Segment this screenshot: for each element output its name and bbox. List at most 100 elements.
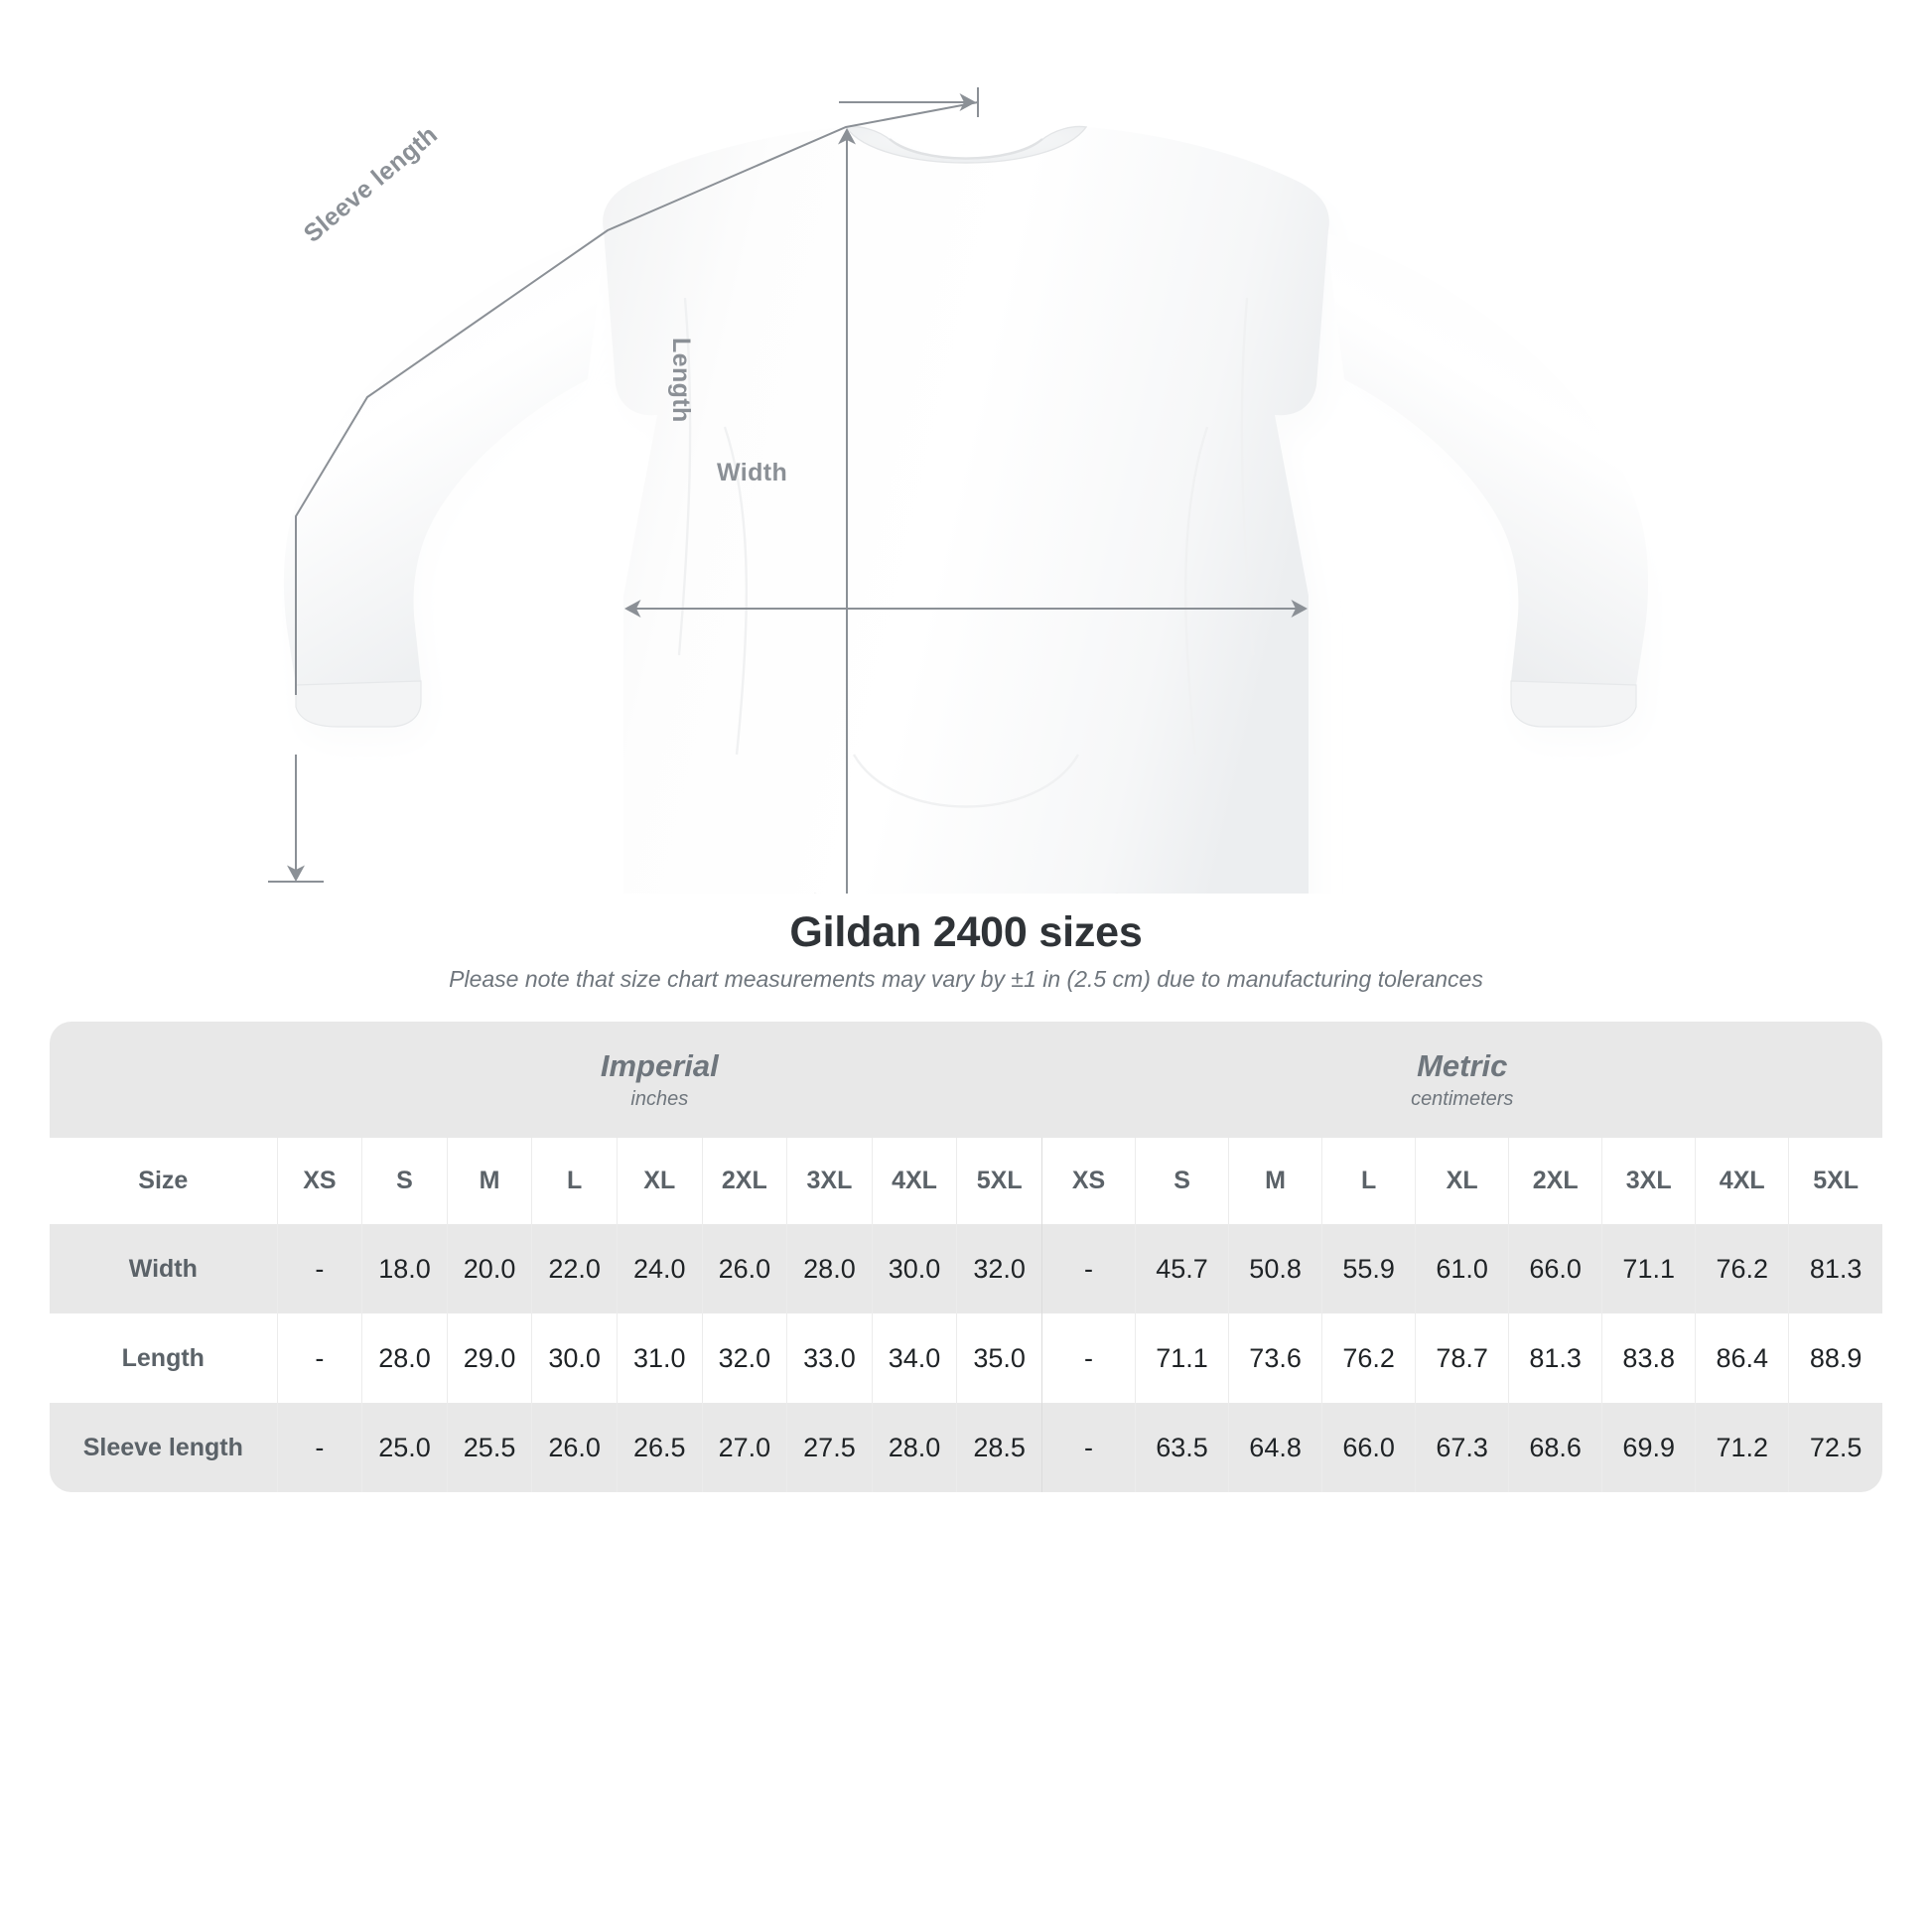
- cell-length-met-xl: 78.7: [1415, 1313, 1509, 1403]
- table-row-width: Width - 18.0 20.0 22.0 24.0 26.0 28.0 30…: [50, 1224, 1882, 1313]
- left-sleeve: [283, 233, 606, 707]
- unit-header-row: Imperial inches Metric centimeters: [50, 1022, 1882, 1138]
- row-label-width: Width: [50, 1224, 278, 1313]
- metric-subtitle: centimeters: [1411, 1088, 1514, 1111]
- unit-header-imperial: Imperial inches: [277, 1022, 1042, 1138]
- cell-length-imp-5xl: 35.0: [956, 1313, 1042, 1403]
- size-header-row: Size XS S M L XL 2XL 3XL 4XL 5XL XS S M …: [50, 1138, 1882, 1224]
- cell-sleeve-met-xs: -: [1040, 1403, 1136, 1492]
- cell-length-met-4xl: 86.4: [1695, 1313, 1789, 1403]
- size-header-imp-xs: XS: [276, 1138, 362, 1224]
- size-header-imp-5xl: 5XL: [956, 1138, 1042, 1224]
- cell-width-met-l: 55.9: [1321, 1224, 1416, 1313]
- cell-length-met-3xl: 83.8: [1601, 1313, 1696, 1403]
- cell-sleeve-imp-xs: -: [276, 1403, 362, 1492]
- collar-rib: [889, 138, 1043, 160]
- size-header-imp-4xl: 4XL: [871, 1138, 957, 1224]
- size-header-met-2xl: 2XL: [1508, 1138, 1602, 1224]
- cell-width-met-4xl: 76.2: [1695, 1224, 1789, 1313]
- size-header-met-m: M: [1228, 1138, 1322, 1224]
- cell-width-imp-s: 18.0: [361, 1224, 448, 1313]
- cell-sleeve-met-s: 63.5: [1135, 1403, 1229, 1492]
- size-header-met-s: S: [1135, 1138, 1229, 1224]
- table-row-length: Length - 28.0 29.0 30.0 31.0 32.0 33.0 3…: [50, 1313, 1882, 1403]
- cell-width-imp-2xl: 26.0: [701, 1224, 787, 1313]
- cell-length-met-s: 71.1: [1135, 1313, 1229, 1403]
- size-header-imp-l: L: [531, 1138, 618, 1224]
- cell-sleeve-imp-5xl: 28.5: [956, 1403, 1042, 1492]
- cell-sleeve-imp-4xl: 28.0: [871, 1403, 957, 1492]
- cell-sleeve-imp-2xl: 27.0: [701, 1403, 787, 1492]
- page-subtitle: Please note that size chart measurements…: [449, 966, 1483, 992]
- size-table-wrapper: Imperial inches Metric centimeters Size …: [50, 1022, 1882, 1492]
- cell-length-met-5xl: 88.9: [1788, 1313, 1882, 1403]
- row-label-sleeve-length: Sleeve length: [50, 1403, 278, 1492]
- size-header-imp-m: M: [446, 1138, 532, 1224]
- sleeve-guide-line: [295, 101, 979, 695]
- cell-length-imp-m: 29.0: [446, 1313, 532, 1403]
- size-header-imp-3xl: 3XL: [786, 1138, 873, 1224]
- cell-width-imp-5xl: 32.0: [956, 1224, 1042, 1313]
- cell-width-met-xs: -: [1040, 1224, 1136, 1313]
- garment-shape: [283, 125, 1649, 894]
- size-table: Imperial inches Metric centimeters Size …: [50, 1022, 1882, 1492]
- size-header-met-l: L: [1321, 1138, 1416, 1224]
- cell-length-imp-2xl: 32.0: [701, 1313, 787, 1403]
- cell-length-imp-3xl: 33.0: [786, 1313, 873, 1403]
- right-cuff: [1510, 680, 1637, 728]
- cell-width-imp-m: 20.0: [446, 1224, 532, 1313]
- size-header-imp-2xl: 2XL: [701, 1138, 787, 1224]
- table-row-sleeve-length: Sleeve length - 25.0 25.5 26.0 26.5 27.0…: [50, 1403, 1882, 1492]
- unit-header-metric: Metric centimeters: [1041, 1022, 1882, 1138]
- size-header-met-4xl: 4XL: [1695, 1138, 1789, 1224]
- cell-length-imp-l: 30.0: [531, 1313, 618, 1403]
- cell-sleeve-met-xl: 67.3: [1415, 1403, 1509, 1492]
- cell-length-met-xs: -: [1040, 1313, 1136, 1403]
- cell-width-imp-3xl: 28.0: [786, 1224, 873, 1313]
- size-header-imp-s: S: [361, 1138, 448, 1224]
- cell-width-imp-l: 22.0: [531, 1224, 618, 1313]
- width-label: Width: [717, 459, 788, 486]
- measurement-guides: [268, 87, 1308, 894]
- size-header-met-3xl: 3XL: [1601, 1138, 1696, 1224]
- cell-width-met-xl: 61.0: [1415, 1224, 1509, 1313]
- cell-sleeve-met-5xl: 72.5: [1788, 1403, 1882, 1492]
- cell-width-met-2xl: 66.0: [1508, 1224, 1602, 1313]
- cell-sleeve-imp-l: 26.0: [531, 1403, 618, 1492]
- metric-title: Metric: [1417, 1047, 1508, 1083]
- cell-sleeve-met-4xl: 71.2: [1695, 1403, 1789, 1492]
- cell-sleeve-imp-xl: 26.5: [616, 1403, 703, 1492]
- cell-sleeve-imp-m: 25.5: [446, 1403, 532, 1492]
- cell-length-imp-xl: 31.0: [616, 1313, 703, 1403]
- size-header-met-5xl: 5XL: [1788, 1138, 1882, 1224]
- cell-sleeve-met-m: 64.8: [1228, 1403, 1322, 1492]
- cell-width-met-3xl: 71.1: [1601, 1224, 1696, 1313]
- cell-sleeve-met-l: 66.0: [1321, 1403, 1416, 1492]
- unit-header-spacer: [50, 1022, 278, 1138]
- right-sleeve: [1326, 233, 1649, 707]
- length-label: Length: [667, 338, 695, 423]
- cell-length-met-l: 76.2: [1321, 1313, 1416, 1403]
- cell-sleeve-met-3xl: 69.9: [1601, 1403, 1696, 1492]
- cell-sleeve-imp-3xl: 27.5: [786, 1403, 873, 1492]
- cell-sleeve-imp-s: 25.0: [361, 1403, 448, 1492]
- row-label-length: Length: [50, 1313, 278, 1403]
- page-title: Gildan 2400 sizes: [789, 908, 1143, 956]
- cell-width-met-5xl: 81.3: [1788, 1224, 1882, 1313]
- cell-length-imp-4xl: 34.0: [871, 1313, 957, 1403]
- cell-sleeve-met-2xl: 68.6: [1508, 1403, 1602, 1492]
- cell-length-imp-s: 28.0: [361, 1313, 448, 1403]
- cell-length-met-2xl: 81.3: [1508, 1313, 1602, 1403]
- cell-width-met-s: 45.7: [1135, 1224, 1229, 1313]
- left-cuff: [295, 680, 422, 728]
- size-header-met-xl: XL: [1415, 1138, 1509, 1224]
- garment-illustration: Sleeve length Length Width: [0, 0, 1932, 894]
- cell-length-imp-xs: -: [276, 1313, 362, 1403]
- cell-width-met-m: 50.8: [1228, 1224, 1322, 1313]
- size-header-met-xs: XS: [1040, 1138, 1136, 1224]
- cell-width-imp-4xl: 30.0: [871, 1224, 957, 1313]
- size-header-label: Size: [50, 1138, 278, 1224]
- cell-length-met-m: 73.6: [1228, 1313, 1322, 1403]
- size-header-imp-xl: XL: [616, 1138, 703, 1224]
